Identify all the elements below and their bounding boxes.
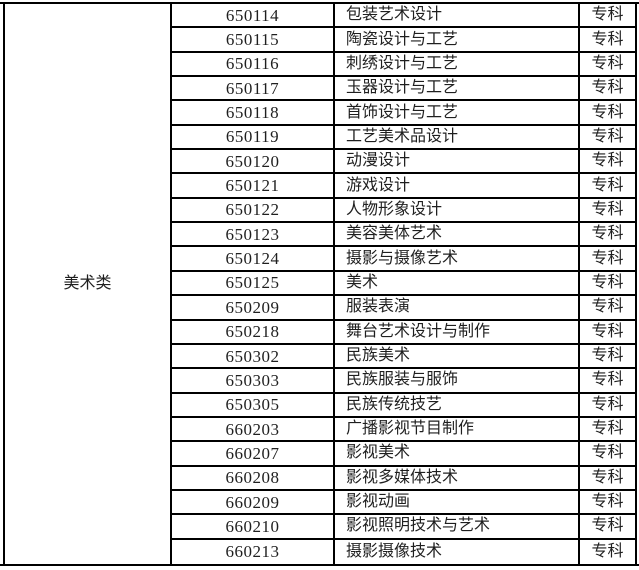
major-name-cell: 民族传统技艺 — [335, 393, 580, 418]
major-name-cell: 刺绣设计与工艺 — [335, 52, 580, 78]
education-level-cell: 专科 — [580, 296, 635, 321]
major-name-cell: 包装艺术设计 — [335, 4, 580, 29]
major-code-cell: 660209 — [172, 490, 335, 516]
major-code-cell: 650117 — [172, 77, 335, 102]
education-level-cell: 专科 — [580, 4, 635, 29]
major-code-cell: 650125 — [172, 271, 335, 297]
table-top-border — [0, 2, 639, 4]
education-level-cell: 专科 — [580, 321, 635, 345]
major-name-cell: 民族美术 — [335, 344, 580, 370]
education-level-cell: 专科 — [580, 28, 635, 53]
major-name-cell: 影视照明技术与艺术 — [335, 515, 580, 540]
major-name-cell: 动漫设计 — [335, 150, 580, 175]
education-level-cell: 专科 — [580, 247, 635, 272]
major-code-cell: 650302 — [172, 344, 335, 370]
major-name-cell: 舞台艺术设计与制作 — [335, 320, 580, 345]
education-level-cell: 专科 — [580, 442, 635, 467]
major-name-cell: 美容美体艺术 — [335, 223, 580, 248]
major-name-cell: 美术 — [335, 271, 580, 297]
majors-table: 美术类 650114 包装艺术设计 专科 650115 陶瓷设计与工艺 专科 6… — [3, 4, 637, 564]
education-level-cell: 专科 — [580, 272, 635, 297]
education-level-cell: 专科 — [580, 515, 635, 540]
major-code-cell: 660208 — [172, 466, 335, 491]
table-bottom-border — [0, 564, 639, 566]
major-name-cell: 广播影视节目制作 — [335, 417, 580, 443]
major-code-cell: 650121 — [172, 174, 335, 199]
education-level-cell: 专科 — [580, 174, 635, 199]
major-name-cell: 游戏设计 — [335, 174, 580, 199]
education-level-cell: 专科 — [580, 345, 635, 370]
education-level-cell: 专科 — [580, 150, 635, 175]
major-name-cell: 陶瓷设计与工艺 — [335, 28, 580, 53]
major-code-cell: 650120 — [172, 150, 335, 175]
major-code-cell: 650303 — [172, 369, 335, 394]
major-code-cell: 660213 — [172, 539, 335, 564]
education-level-cell: 专科 — [580, 394, 635, 418]
major-name-cell: 影视动画 — [335, 490, 580, 516]
major-code-cell: 650209 — [172, 296, 335, 321]
education-level-cell: 专科 — [580, 223, 635, 248]
education-level-cell: 专科 — [580, 53, 635, 78]
major-name-cell: 民族服装与服饰 — [335, 369, 580, 394]
major-code-cell: 650122 — [172, 198, 335, 224]
major-code-cell: 650305 — [172, 393, 335, 418]
major-name-cell: 首饰设计与工艺 — [335, 101, 580, 126]
major-name-cell: 工艺美术品设计 — [335, 125, 580, 151]
major-name-cell: 摄影摄像技术 — [335, 539, 580, 564]
education-level-cell: 专科 — [580, 369, 635, 394]
education-level-cell: 专科 — [580, 199, 635, 224]
education-level-cell: 专科 — [580, 467, 635, 491]
major-code-cell: 650118 — [172, 101, 335, 126]
major-name-cell: 影视美术 — [335, 442, 580, 467]
major-code-cell: 650114 — [172, 4, 335, 29]
education-level-cell: 专科 — [591, 542, 624, 560]
major-code-cell: 650116 — [172, 52, 335, 78]
education-level-cell: 专科 — [580, 418, 635, 443]
education-level-cell: 专科 — [580, 491, 635, 516]
major-code-cell: 650218 — [172, 320, 335, 345]
education-level-cell: 专科 — [580, 77, 635, 102]
major-code-cell: 650119 — [172, 125, 335, 151]
major-name-cell: 服装表演 — [335, 296, 580, 321]
major-name-cell: 影视多媒体技术 — [335, 466, 580, 491]
major-code-cell: 660203 — [172, 417, 335, 443]
major-name-cell: 人物形象设计 — [335, 198, 580, 224]
major-name-cell: 摄影与摄像艺术 — [335, 247, 580, 272]
major-name-cell: 玉器设计与工艺 — [335, 77, 580, 102]
major-code-cell: 650115 — [172, 28, 335, 53]
major-code-cell: 650124 — [172, 247, 335, 272]
major-code-cell: 650123 — [172, 223, 335, 248]
category-cell: 美术类 — [5, 4, 172, 564]
education-level-cell: 专科 — [580, 101, 635, 126]
major-code-cell: 660210 — [172, 515, 335, 540]
major-code-cell: 660207 — [172, 442, 335, 467]
education-level-cell: 专科 — [580, 126, 635, 151]
